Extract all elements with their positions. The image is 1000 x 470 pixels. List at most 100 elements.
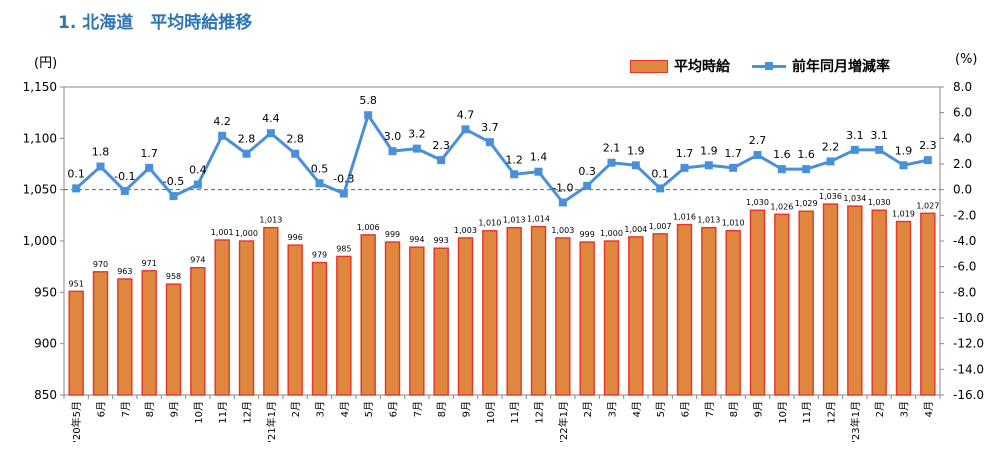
rate-value-label: 1.7 [676, 147, 694, 160]
right-tick-label: 4.0 [953, 131, 972, 145]
right-tick-label: 6.0 [953, 106, 972, 120]
bar [336, 255, 352, 396]
rate-point [631, 161, 640, 170]
bar-value-label: 999 [385, 230, 400, 239]
bar [725, 230, 741, 396]
rate-value-label: 0.4 [189, 164, 207, 177]
rate-value-label: 1.9 [895, 144, 913, 157]
bar [676, 223, 693, 396]
x-category-label: 10月 [777, 401, 789, 424]
bar [871, 209, 887, 396]
bar [287, 244, 303, 396]
rate-point [583, 181, 592, 190]
rate-point [485, 138, 494, 147]
chart-title: 1. 北海道 平均時給推移 [58, 13, 253, 33]
rate-point [534, 167, 543, 176]
x-category-label: '23年1月 [849, 401, 862, 443]
x-category-label: 7月 [412, 401, 424, 417]
rate-point [875, 145, 884, 154]
x-category-label: 4月 [339, 401, 351, 417]
rate-point [218, 131, 227, 140]
bar-value-label: 971 [142, 259, 157, 268]
bar [895, 220, 912, 396]
x-category-label: 6月 [680, 401, 692, 417]
bar-value-label: 1,016 [673, 213, 696, 222]
bar [603, 240, 620, 396]
x-category-label: 10月 [193, 401, 205, 424]
right-tick-label: -4.0 [953, 234, 976, 248]
rate-value-label: 1.8 [92, 146, 110, 159]
bar-value-label: 1,000 [600, 229, 623, 238]
bar [141, 270, 157, 396]
rate-point [169, 192, 178, 201]
x-category-label: 8月 [728, 401, 740, 417]
bar [506, 226, 522, 396]
x-category-label: 6月 [388, 401, 400, 417]
x-category-label: 6月 [96, 401, 108, 417]
bar-value-label: 1,000 [235, 229, 258, 238]
bar-value-label: 1,007 [649, 222, 672, 231]
right-tick-label: -8.0 [953, 285, 976, 299]
rate-point [558, 198, 567, 207]
bar [628, 236, 644, 396]
right-tick-label: 8.0 [953, 80, 972, 94]
bar [701, 226, 717, 396]
left-axis-unit: (円) [34, 56, 58, 71]
x-category-label: '21年1月 [265, 401, 278, 443]
rate-point [704, 161, 713, 170]
left-tick-label: 1,100 [23, 131, 57, 145]
bar-value-label: 1,030 [746, 198, 769, 207]
bar [433, 247, 449, 396]
right-tick-label: -16.0 [953, 388, 984, 402]
rate-point [607, 158, 616, 167]
left-tick-label: 1,000 [23, 234, 57, 248]
rate-value-label: 0.3 [578, 165, 596, 178]
rate-value-label: 5.8 [359, 94, 377, 107]
rate-value-label: 1.7 [140, 147, 158, 160]
rate-line [75, 113, 929, 204]
rate-point [826, 157, 835, 166]
rate-value-label: 3.1 [846, 129, 864, 142]
x-category-label: 9月 [461, 401, 473, 417]
legend-bar-label: 平均時給 [674, 59, 730, 75]
bar [409, 246, 425, 396]
rate-point [120, 186, 129, 195]
rate-point [802, 165, 811, 174]
x-category-label: 2月 [874, 401, 886, 417]
rate-value-label: 3.1 [870, 129, 888, 142]
x-category-label: 11月 [801, 401, 813, 424]
bar [68, 290, 84, 396]
rate-value-label: 2.3 [432, 139, 450, 152]
bar-value-label: 970 [93, 260, 108, 269]
rate-value-label: 0.5 [311, 162, 329, 175]
x-category-label: 8月 [436, 401, 448, 417]
rate-point [242, 149, 251, 158]
bar-value-label: 974 [190, 256, 205, 265]
rate-value-label: 4.4 [262, 112, 280, 125]
x-category-label: 12月 [242, 401, 254, 424]
rate-point [680, 163, 689, 172]
rate-point [656, 184, 665, 193]
right-tick-label: -12.0 [953, 337, 984, 351]
bar-value-label: 1,019 [892, 209, 915, 218]
rate-point [510, 170, 519, 179]
rate-value-label: -1.0 [552, 182, 573, 195]
bar [920, 212, 936, 396]
rate-value-label: 2.1 [603, 142, 621, 155]
right-tick-label: 0.0 [953, 183, 972, 197]
rate-value-label: 2.8 [286, 133, 304, 146]
x-category-label: 5月 [363, 401, 375, 417]
rate-value-label: 1.6 [773, 148, 791, 161]
x-category-label: 7月 [120, 401, 132, 417]
bar-value-label: 1,026 [770, 202, 793, 211]
bar-value-label: 994 [409, 235, 424, 244]
x-category-label: 11月 [509, 401, 521, 424]
bar-value-label: 1,013 [697, 216, 720, 225]
bar-value-label: 1,010 [478, 219, 501, 228]
bar [117, 278, 133, 396]
bar [457, 237, 474, 396]
bar [238, 240, 255, 396]
right-tick-label: -2.0 [953, 208, 976, 222]
bar [530, 225, 547, 396]
